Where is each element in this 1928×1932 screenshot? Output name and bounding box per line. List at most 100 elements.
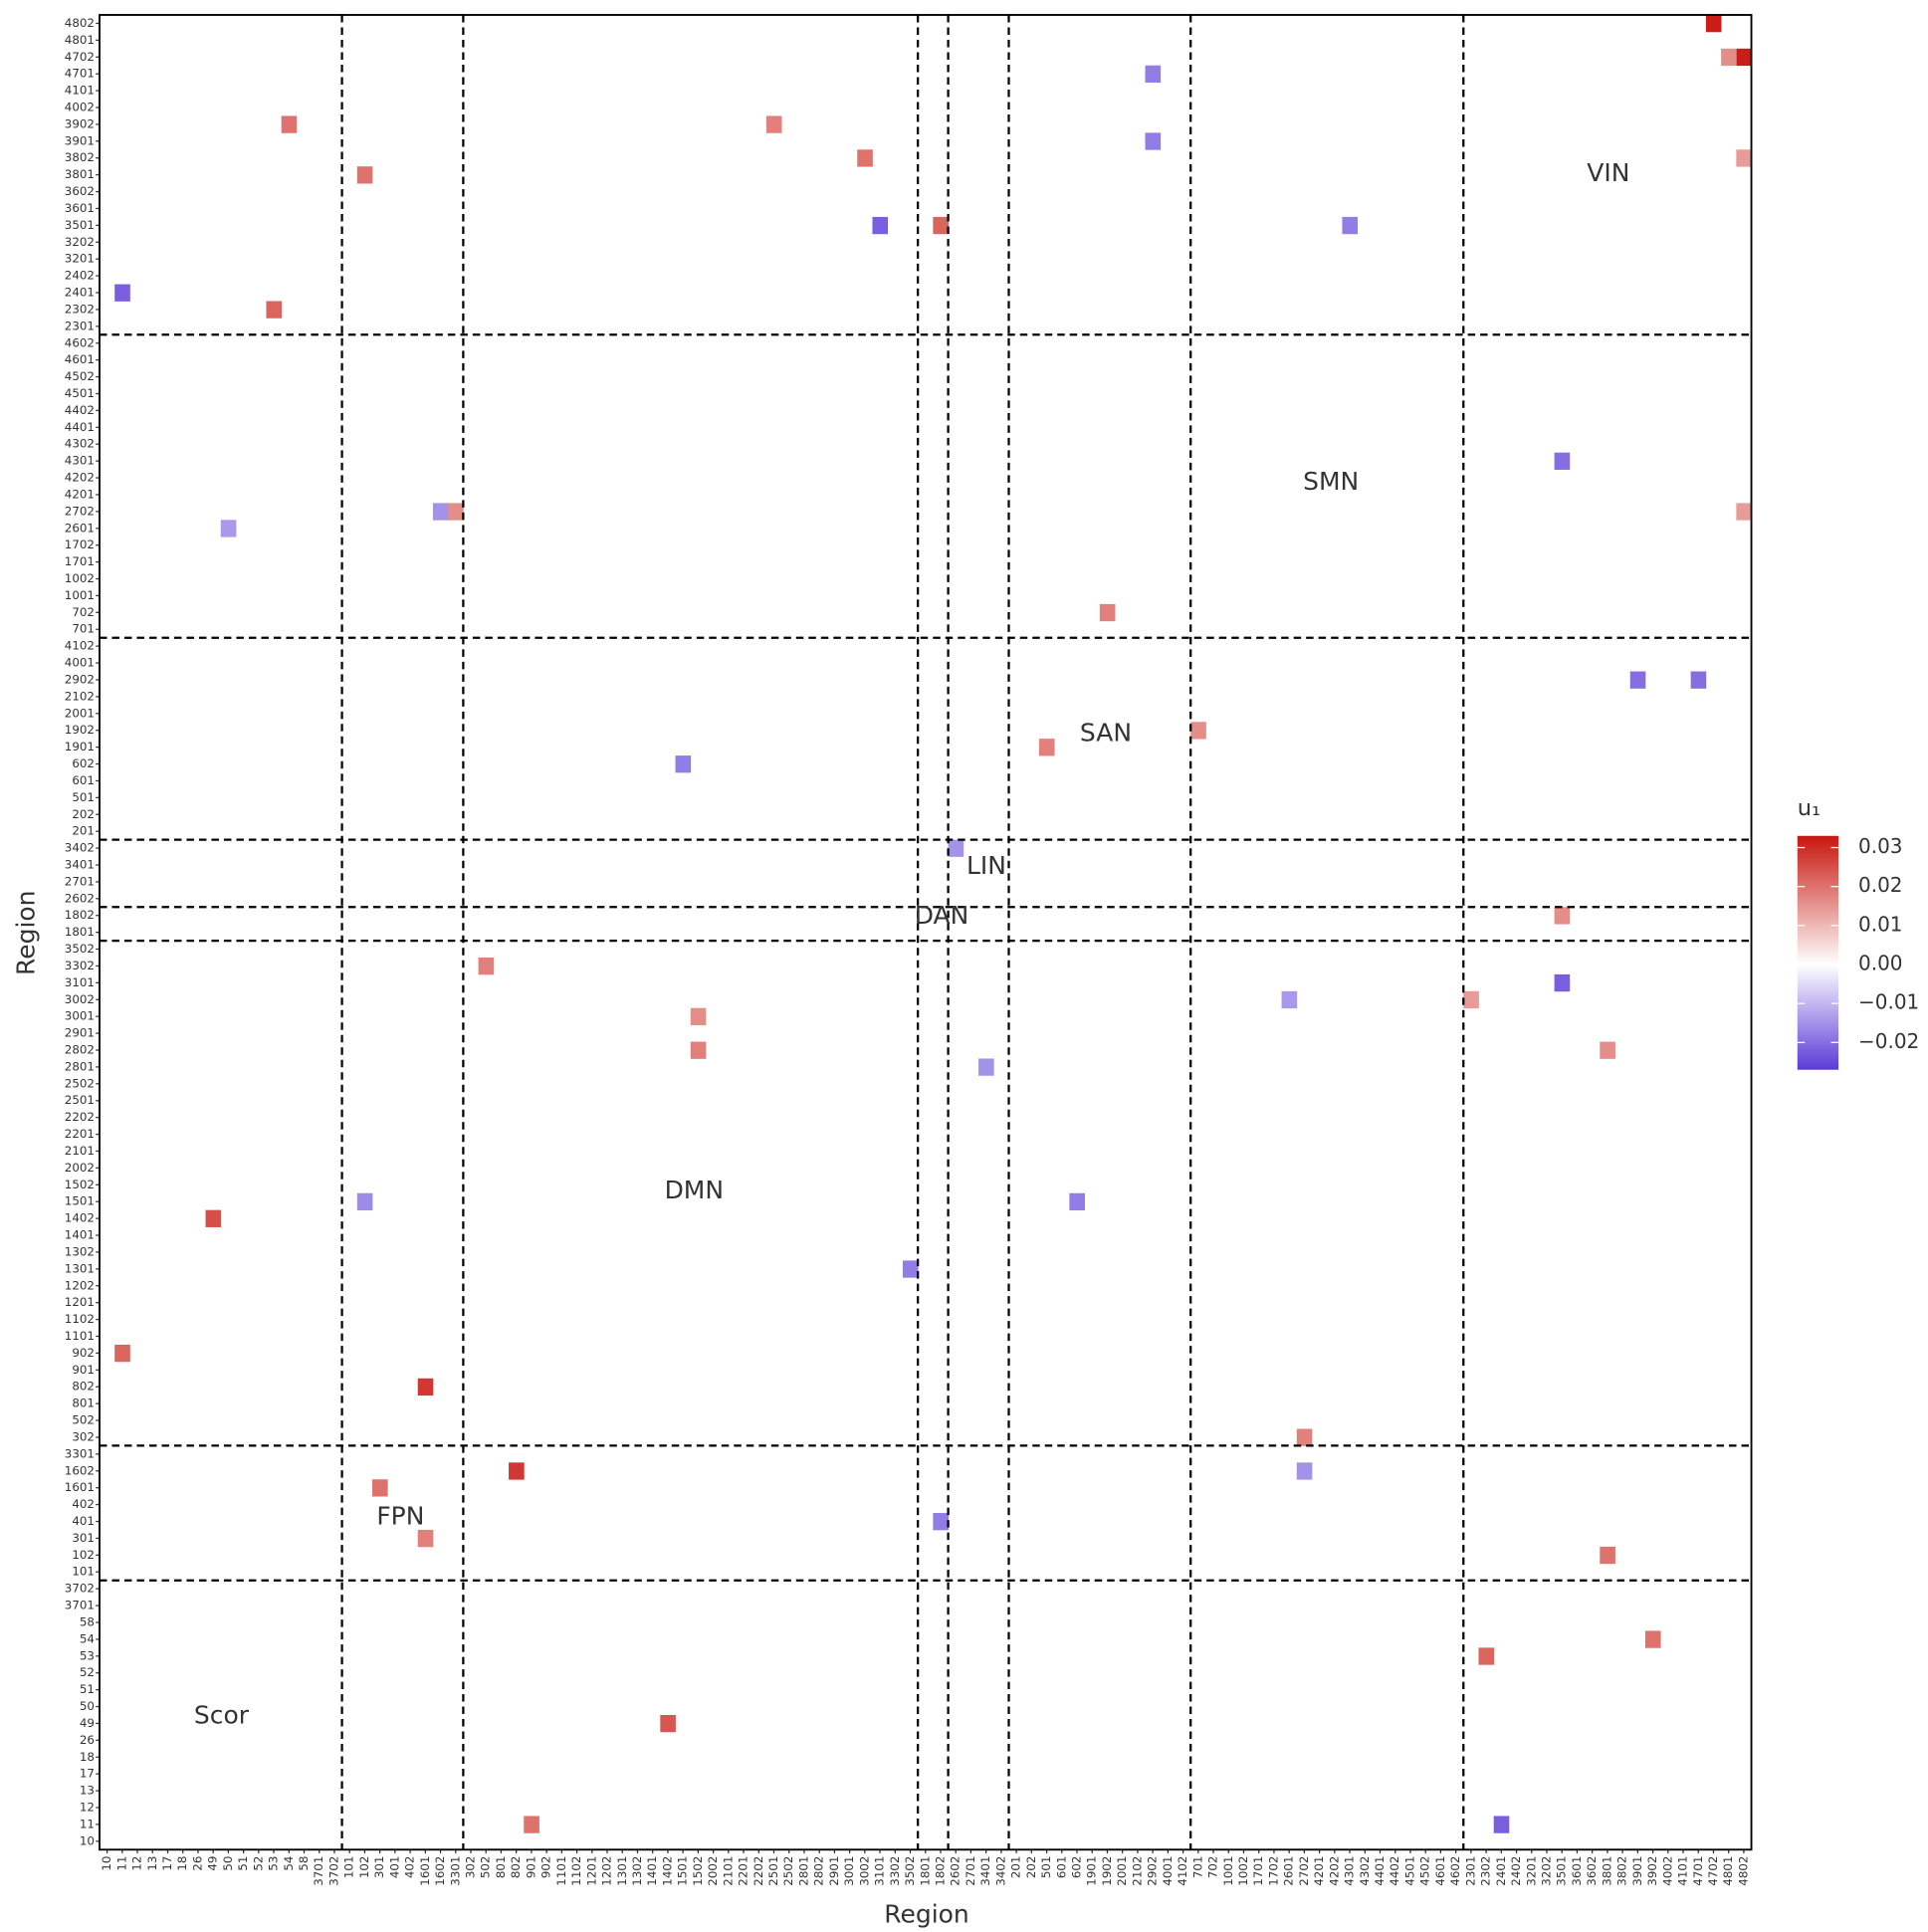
x-tick-label: 4802	[1736, 1856, 1750, 1886]
x-tick-label: 4401	[1373, 1856, 1387, 1886]
heat-cell	[1554, 452, 1571, 470]
x-tick-label: 11	[114, 1856, 128, 1871]
x-tick-label: 4402	[1388, 1856, 1401, 1886]
y-tick-label: 1902	[65, 723, 95, 737]
y-tick-label: 4601	[65, 352, 95, 366]
y-tick-label: 2302	[65, 302, 95, 316]
y-axis-title: Region	[11, 890, 40, 975]
heat-cell	[356, 1192, 373, 1211]
x-tick-label: 1002	[1236, 1856, 1250, 1886]
y-tick-label: 3702	[65, 1582, 95, 1596]
y-tick-label: 4401	[65, 420, 95, 434]
x-tick-label: 2302	[1479, 1856, 1493, 1886]
y-tick-label: 1802	[65, 908, 95, 922]
heat-cell	[1600, 1546, 1615, 1565]
y-tick-label: 4702	[65, 50, 95, 64]
x-tick-label: 2701	[964, 1856, 977, 1886]
y-tick-label: 3101	[65, 975, 95, 989]
x-tick-label: 2002	[706, 1856, 720, 1886]
colorbar-label: 0.00	[1858, 951, 1902, 974]
y-tick-label: 801	[72, 1396, 95, 1410]
y-tick-label: 3201	[65, 252, 95, 266]
heat-cell	[690, 1007, 707, 1026]
x-tick-label: 202	[1024, 1856, 1038, 1879]
x-tick-label: 3601	[1570, 1856, 1584, 1886]
y-tick-label: 1302	[65, 1244, 95, 1258]
x-tick-label: 3902	[1645, 1856, 1659, 1886]
heat-cell	[1281, 990, 1298, 1009]
y-tick-label: 3402	[65, 841, 95, 855]
x-tick-label: 3502	[903, 1856, 917, 1886]
y-tick-label: 2801	[65, 1059, 95, 1073]
y-tick-label: 2701	[65, 874, 95, 888]
x-tick-label: 4801	[1721, 1856, 1735, 1886]
heat-cell	[417, 1378, 434, 1396]
x-tick-label: 3401	[978, 1856, 992, 1886]
x-tick-label: 1301	[615, 1856, 629, 1886]
x-tick-label: 802	[509, 1856, 523, 1879]
heat-cell	[1736, 149, 1752, 167]
heat-cell	[417, 1529, 434, 1548]
x-tick-label: 302	[463, 1856, 477, 1879]
y-tick-label: 10	[80, 1833, 95, 1847]
x-tick-label: 601	[1054, 1856, 1068, 1879]
x-tick-label: 301	[372, 1856, 386, 1879]
legend-title: u₁	[1798, 795, 1821, 821]
y-tick-label: 1702	[65, 537, 95, 551]
plot-background	[99, 14, 1752, 1850]
y-tick-label: 1901	[65, 740, 95, 753]
x-tick-label: 602	[1070, 1856, 1084, 1879]
x-tick-label: 1902	[1100, 1856, 1114, 1886]
x-tick-label: 3402	[993, 1856, 1007, 1886]
heat-cell	[372, 1479, 388, 1497]
heat-cell	[1145, 132, 1162, 150]
heat-cell	[1629, 671, 1646, 689]
x-tick-label: 53	[267, 1856, 281, 1871]
colorbar-label: 0.02	[1858, 873, 1902, 897]
heat-cell	[1038, 739, 1055, 756]
y-tick-label: 2101	[65, 1144, 95, 1158]
heat-cell	[690, 1041, 707, 1059]
x-tick-label: 1702	[1266, 1856, 1280, 1886]
heat-cell	[1296, 1462, 1313, 1480]
y-tick-label: 301	[72, 1531, 95, 1545]
y-tick-label: 4701	[65, 67, 95, 81]
y-tick-label: 901	[72, 1363, 95, 1377]
heat-cell	[1145, 65, 1162, 84]
x-tick-label: 3701	[312, 1856, 325, 1886]
y-tick-label: 4301	[65, 454, 95, 468]
heat-cell	[356, 166, 373, 184]
y-tick-label: 2702	[65, 504, 95, 518]
network-label: VIN	[1587, 158, 1629, 187]
x-tick-label: 4002	[1660, 1856, 1674, 1886]
x-tick-label: 4601	[1433, 1856, 1447, 1886]
x-tick-label: 51	[236, 1856, 250, 1871]
y-tick-label: 17	[80, 1767, 95, 1781]
x-tick-label: 1501	[676, 1856, 690, 1886]
y-tick-label: 4302	[65, 437, 95, 451]
x-tick-label: 1201	[584, 1856, 598, 1886]
heat-cell	[1190, 722, 1206, 740]
heat-cell	[1705, 14, 1722, 33]
y-tick-label: 12	[80, 1800, 95, 1814]
y-tick-label: 3801	[65, 167, 95, 181]
y-tick-label: 3601	[65, 201, 95, 215]
x-tick-label: 4201	[1312, 1856, 1326, 1886]
heat-cell	[660, 1714, 676, 1733]
x-tick-label: 4001	[1161, 1856, 1175, 1886]
heat-cell	[205, 1209, 222, 1227]
heat-cell	[432, 503, 449, 521]
heat-cell	[857, 149, 873, 167]
x-tick-label: 2301	[1463, 1856, 1477, 1886]
x-tick-label: 201	[1009, 1856, 1023, 1879]
heat-cell	[1554, 907, 1571, 925]
x-tick-label: 401	[387, 1856, 401, 1879]
x-tick-label: 2102	[1130, 1856, 1144, 1886]
x-tick-label: 1601	[418, 1856, 432, 1886]
y-tick-label: 1201	[65, 1295, 95, 1309]
x-tick-label: 3002	[857, 1856, 871, 1886]
y-tick-label: 51	[80, 1682, 95, 1696]
y-tick-label: 2401	[65, 286, 95, 300]
x-tick-label: 49	[206, 1856, 220, 1871]
